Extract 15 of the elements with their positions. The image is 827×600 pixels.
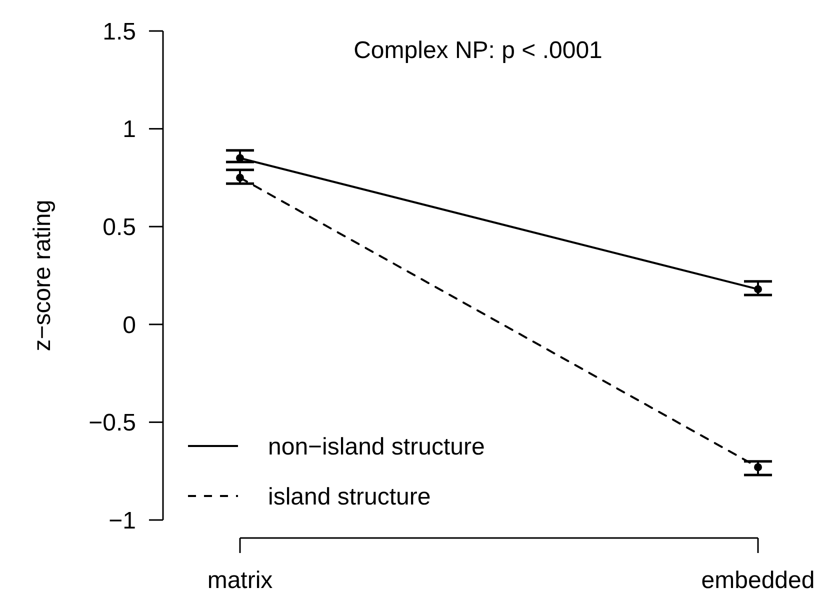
y-axis-title: z−score rating (29, 200, 56, 352)
chart-title: Complex NP: p < .0001 (354, 37, 602, 64)
point (236, 174, 244, 182)
point (754, 463, 762, 472)
legend-label: non−island structure (268, 433, 485, 460)
x-tick-label: embedded (701, 567, 815, 594)
y-tick-label: −1 (108, 507, 136, 534)
x-tick-label: matrix (207, 567, 273, 594)
point (754, 285, 762, 294)
y-tick-label: 0 (122, 312, 136, 339)
y-tick-label: 1 (122, 116, 136, 144)
y-tick-label: −0.5 (88, 410, 136, 437)
y-tick-label: 1.5 (102, 18, 136, 46)
legend-label: island structure (268, 483, 431, 510)
y-tick-label: 0.5 (102, 214, 136, 241)
